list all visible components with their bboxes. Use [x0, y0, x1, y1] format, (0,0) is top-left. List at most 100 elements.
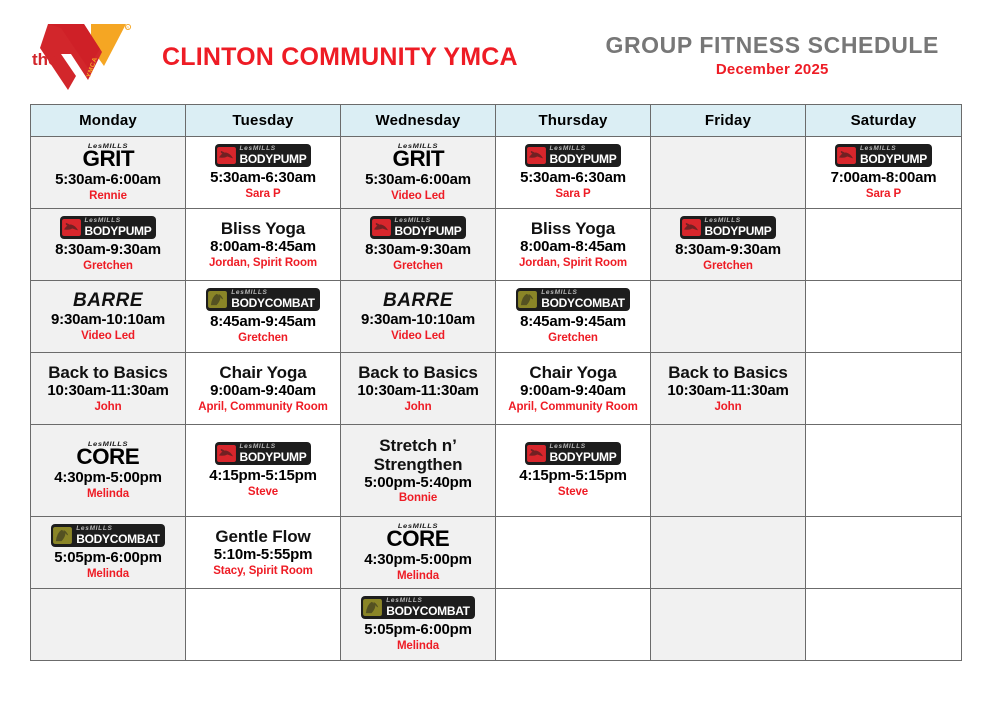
schedule-cell[interactable]: Chair Yoga 9:00am-9:40am April, Community … [495, 352, 651, 425]
class-time: 10:30am-11:30am [357, 382, 479, 400]
lesmills-brand-text: LesMILLS [704, 217, 741, 225]
schedule-cell[interactable]: Bliss Yoga 8:00am-8:45am Jordan, Spirit Ro… [495, 208, 651, 281]
table-header-row: Monday Tuesday Wednesday Thursday Friday Satu… [30, 104, 962, 137]
bodycombat-wordmark: BODYCOMBAT [541, 295, 625, 310]
schedule-row: LesMILLS BODYCOMBAT 5:05pm-6:00pm Melinda Ge… [30, 516, 962, 589]
day-header-thursday: Thursday [495, 104, 651, 137]
class-entry: LesMILLS BODYPUMP 5:30am-6:30am Sara P [188, 144, 338, 200]
schedule-row: LesMILLS GRIT 5:30am-6:00am Rennie LesMILLS B… [30, 136, 962, 209]
class-name: Back to Basics [48, 363, 168, 383]
schedule-cell[interactable]: Back to Basics 10:30am-11:30am John [30, 352, 186, 425]
class-time: 9:00am-9:40am [210, 382, 316, 400]
class-entry: LesMILLS BODYCOMBAT 5:05pm-6:00pm Melinda [33, 524, 183, 580]
class-entry: LesMILLS GRIT 5:30am-6:00am Video Led [343, 142, 493, 203]
class-time: 5:05pm-6:00pm [54, 548, 162, 566]
schedule-cell[interactable]: BARRE 9:30am-10:10am Video Led [340, 280, 496, 353]
core-logo-icon: LesMILLS CORE [77, 439, 140, 468]
class-time: 4:15pm-5:15pm [519, 466, 627, 484]
lesmills-brand-text: LesMILLS [541, 289, 578, 297]
class-entry: Chair Yoga 9:00am-9:40am April, Community … [188, 363, 338, 414]
page-header: the YMCA R CLINTON COMMUNITY YMCA GROUP … [0, 0, 991, 104]
bodypump-wordmark: BODYPUMP [549, 449, 617, 464]
class-instructor: April, Community Room [198, 400, 328, 413]
schedule-cell[interactable]: Back to Basics 10:30am-11:30am John [650, 352, 806, 425]
lesmills-brand-text: LesMILLS [549, 443, 586, 451]
schedule-cell[interactable]: LesMILLS BODYPUMP 7:00am-8:00am Sara P [805, 136, 962, 209]
schedule-cell-empty [805, 208, 962, 281]
class-entry: Chair Yoga 9:00am-9:40am April, Community … [498, 363, 648, 414]
class-entry: BARRE 9:30am-10:10am Video Led [343, 290, 493, 343]
svg-text:R: R [126, 26, 129, 30]
class-entry: LesMILLS BODYPUMP 5:30am-6:30am Sara P [498, 144, 648, 200]
bodycombat-icon [363, 599, 383, 617]
class-time: 10:30am-11:30am [667, 382, 789, 400]
class-instructor: Melinda [396, 639, 440, 652]
class-instructor: Sara P [865, 187, 902, 200]
class-time: 8:30am-9:30am [365, 240, 471, 258]
schedule-cell[interactable]: BARRE 9:30am-10:10am Video Led [30, 280, 186, 353]
schedule-cell[interactable]: Gentle Flow 5:10m-5:55pm Stacy, Spirit Roo… [185, 516, 341, 589]
class-instructor: Melinda [86, 567, 130, 580]
class-time: 5:10m-5:55pm [213, 546, 313, 564]
schedule-cell[interactable]: Chair Yoga 9:00am-9:40am April, Community … [185, 352, 341, 425]
schedule-cell-empty [650, 424, 806, 517]
bodypump-logo-icon: LesMILLS BODYPUMP [214, 442, 312, 465]
class-name: BARRE [382, 290, 454, 312]
class-name: Chair Yoga [219, 363, 307, 383]
schedule-cell[interactable]: Back to Basics 10:30am-11:30am John [340, 352, 496, 425]
class-entry: LesMILLS BODYPUMP 8:30am-9:30am Gretchen [653, 216, 803, 272]
grit-logo-icon: LesMILLS GRIT [82, 142, 134, 170]
schedule-cell[interactable]: LesMILLS BODYPUMP 5:30am-6:30am Sara P [185, 136, 341, 209]
schedule-cell[interactable]: LesMILLS GRIT 5:30am-6:00am Video Led [340, 136, 496, 209]
bodypump-logo-icon: LesMILLS BODYPUMP [59, 216, 157, 239]
class-instructor: Video Led [391, 190, 445, 203]
core-wordmark: CORE [386, 526, 450, 552]
class-time: 9:30am-10:10am [361, 311, 475, 329]
class-name: Bliss Yoga [530, 219, 616, 239]
table-body: LesMILLS GRIT 5:30am-6:00am Rennie LesMILLS B… [30, 136, 962, 661]
bodypump-icon [216, 445, 236, 463]
class-time: 8:45am-9:45am [210, 312, 316, 330]
schedule-table-wrapper: Monday Tuesday Wednesday Thursday Friday Satu… [0, 104, 991, 661]
bodypump-logo-icon: LesMILLS BODYPUMP [214, 144, 312, 167]
lesmills-brand-text: LesMILLS [231, 289, 268, 297]
schedule-cell-empty [805, 352, 962, 425]
lesmills-brand-text: LesMILLS [397, 521, 439, 530]
schedule-cell[interactable]: LesMILLS BODYPUMP 5:30am-6:30am Sara P [495, 136, 651, 209]
class-entry: LesMILLS BODYPUMP 4:15pm-5:15pm Steve [188, 442, 338, 498]
schedule-row: BARRE 9:30am-10:10am Video Led LesMILLS BODY… [30, 280, 962, 353]
schedule-cell[interactable]: Bliss Yoga 8:00am-8:45am Jordan, Spirit Ro… [185, 208, 341, 281]
bodypump-icon [526, 147, 546, 165]
schedule-cell[interactable]: LesMILLS BODYCOMBAT 8:45am-9:45am Gretchen [495, 280, 651, 353]
schedule-cell[interactable]: LesMILLS BODYCOMBAT 5:05pm-6:00pm Melinda [340, 588, 496, 661]
class-time: 10:30am-11:30am [47, 382, 169, 400]
schedule-cell[interactable]: LesMILLS BODYPUMP 8:30am-9:30am Gretchen [30, 208, 186, 281]
schedule-cell-empty [805, 280, 962, 353]
schedule-cell[interactable]: LesMILLS BODYCOMBAT 5:05pm-6:00pm Melinda [30, 516, 186, 589]
schedule-cell[interactable]: LesMILLS BODYPUMP 4:15pm-5:15pm Steve [495, 424, 651, 517]
class-entry: LesMILLS BODYPUMP 8:30am-9:30am Gretchen [343, 216, 493, 272]
schedule-cell[interactable]: LesMILLS BODYPUMP 4:15pm-5:15pm Steve [185, 424, 341, 517]
schedule-cell[interactable]: LesMILLS GRIT 5:30am-6:00am Rennie [30, 136, 186, 209]
schedule-cell[interactable]: LesMILLS CORE 4:30pm-5:00pm Melinda [30, 424, 186, 517]
class-entry: Bliss Yoga 8:00am-8:45am Jordan, Spirit Ro… [498, 219, 648, 270]
schedule-cell[interactable]: LesMILLS CORE 4:30pm-5:00pm Melinda [340, 516, 496, 589]
class-time: 9:00am-9:40am [520, 382, 626, 400]
bodypump-icon [837, 147, 856, 165]
schedule-cell[interactable]: Stretch n’ Strengthen 5:00pm-5:40pm Bonnie [340, 424, 496, 517]
class-entry: LesMILLS CORE 4:30pm-5:00pm Melinda [343, 522, 493, 583]
class-time: 8:00am-8:45am [520, 238, 626, 256]
class-instructor: John [404, 400, 432, 413]
schedule-cell[interactable]: LesMILLS BODYPUMP 8:30am-9:30am Gretchen [650, 208, 806, 281]
organization-title: CLINTON COMMUNITY YMCA [162, 42, 518, 71]
class-instructor: Steve [557, 485, 589, 498]
lesmills-brand-text: LesMILLS [87, 439, 129, 448]
class-entry: LesMILLS BODYCOMBAT 5:05pm-6:00pm Melinda [343, 596, 493, 652]
schedule-cell[interactable]: LesMILLS BODYCOMBAT 8:45am-9:45am Gretchen [185, 280, 341, 353]
class-time: 8:30am-9:30am [675, 240, 781, 258]
class-entry: LesMILLS GRIT 5:30am-6:00am Rennie [33, 142, 183, 203]
schedule-cell[interactable]: LesMILLS BODYPUMP 8:30am-9:30am Gretchen [340, 208, 496, 281]
class-entry: LesMILLS BODYCOMBAT 8:45am-9:45am Gretchen [498, 288, 648, 344]
class-entry: Back to Basics 10:30am-11:30am John [343, 363, 493, 414]
class-time: 4:30pm-5:00pm [54, 469, 162, 487]
